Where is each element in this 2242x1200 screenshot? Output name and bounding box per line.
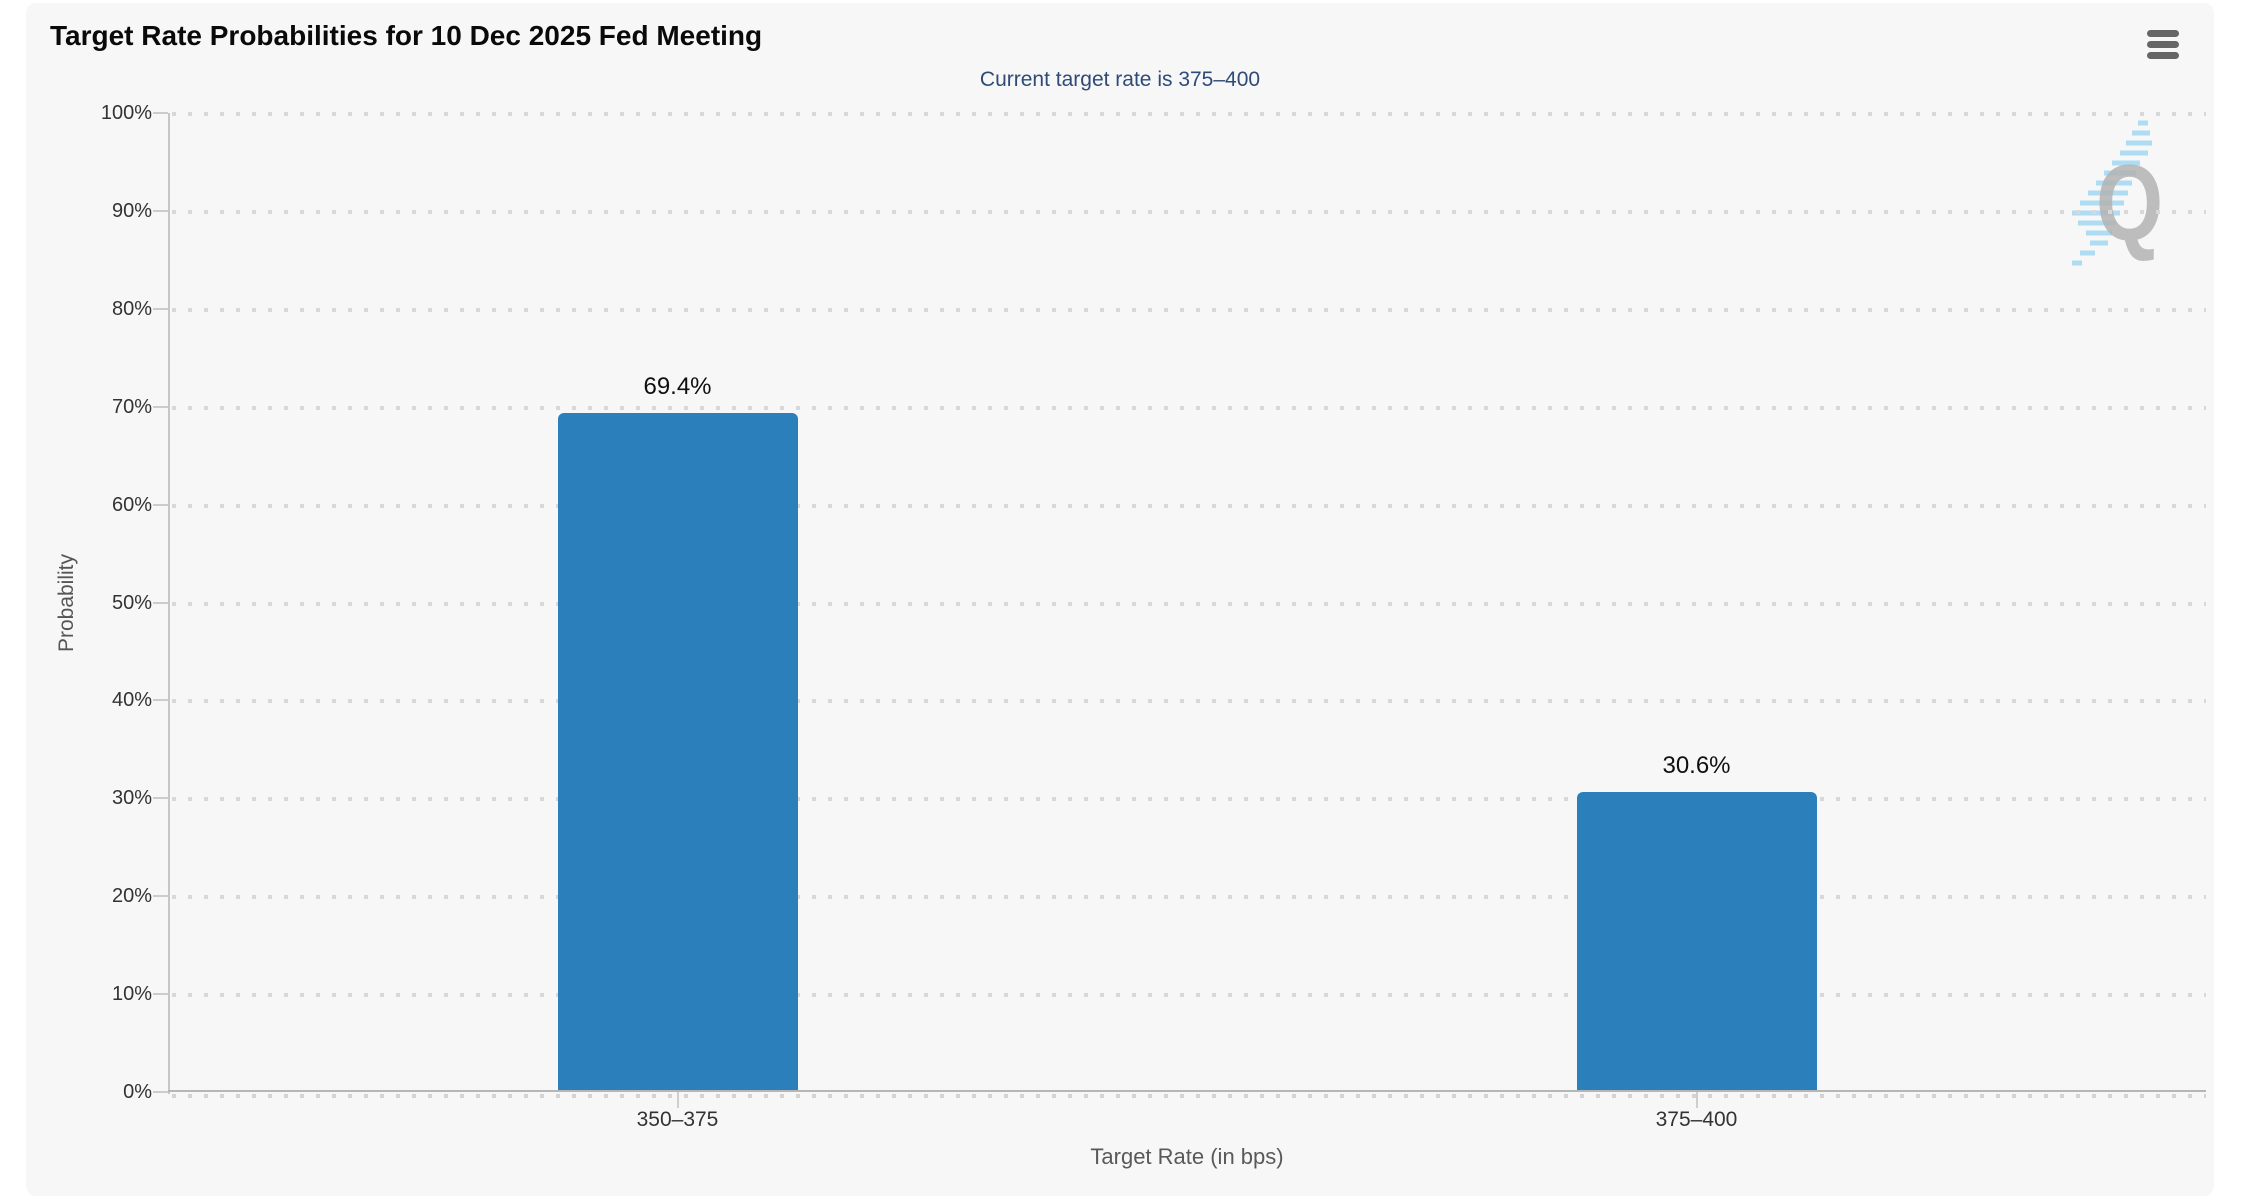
- gridline-10: [172, 993, 2206, 998]
- y-axis-tick-label: 0%: [123, 1081, 152, 1103]
- y-axis-tick: [153, 993, 168, 996]
- bar-350–375[interactable]: [557, 412, 798, 1092]
- bar-data-label: 30.6%: [1662, 752, 1731, 780]
- watermark-logo: Q: [2040, 111, 2210, 281]
- bar-375–400[interactable]: [1576, 792, 1817, 1092]
- y-axis-title: Probability: [55, 553, 78, 653]
- y-axis-tick-label: 60%: [111, 493, 152, 516]
- gridline-60: [172, 503, 2206, 508]
- y-axis-tick-label: 90%: [111, 199, 152, 222]
- watermark-q-letter: Q: [2096, 142, 2164, 263]
- y-axis-tick: [153, 112, 168, 114]
- y-axis-tick-label: 40%: [111, 689, 152, 712]
- y-axis-tick: [153, 601, 168, 604]
- x-axis-title: Target Rate (in bps): [1090, 1144, 1284, 1169]
- y-axis-tick: [153, 797, 168, 800]
- y-axis-tick: [153, 503, 168, 506]
- y-axis-tick: [153, 307, 168, 310]
- y-axis-tick: [153, 209, 168, 212]
- y-axis-tick-label: 20%: [111, 885, 152, 908]
- x-axis-line: [168, 1090, 2206, 1092]
- gridline-30: [172, 797, 2206, 802]
- y-axis-tick-label: 70%: [111, 395, 152, 418]
- plot-area: 69.4% 350–375 30.6% 375–400: [153, 112, 2206, 1131]
- x-axis-tick: [1695, 1092, 1698, 1108]
- chart-context-menu-button[interactable]: [2147, 25, 2183, 63]
- y-axis-tick-label: 80%: [111, 297, 152, 320]
- gridline-100: [172, 112, 2206, 116]
- y-axis-tick-label: 100%: [100, 102, 152, 124]
- bar-data-label: 69.4%: [643, 372, 712, 400]
- x-axis-category-label: 375–400: [1655, 1108, 1738, 1131]
- x-axis-category-label: 350–375: [636, 1108, 719, 1131]
- y-axis-tick: [153, 1091, 168, 1093]
- y-axis-tick-label: 50%: [111, 591, 152, 614]
- gridline-axis: [172, 1094, 2206, 1098]
- hamburger-icon: [2147, 29, 2183, 59]
- x-axis-tick: [676, 1092, 679, 1108]
- chart-panel: Target Rate Probabilities for 10 Dec 202…: [26, 3, 2214, 1196]
- y-axis-tick: [153, 405, 168, 408]
- gridline-50: [172, 601, 2206, 606]
- y-axis-tick-label: 30%: [111, 787, 152, 810]
- chart-title: Target Rate Probabilities for 10 Dec 202…: [50, 20, 763, 51]
- y-axis-tick-label: 10%: [111, 983, 152, 1006]
- gridline-40: [172, 699, 2206, 704]
- gridline-20: [172, 895, 2206, 900]
- chart-subtitle: Current target rate is 375–400: [979, 68, 1261, 91]
- y-axis-labels: 0% 10% 20% 30% 40% 50% 60% 70% 80% 90% 100%: [26, 3, 152, 1200]
- gridline-70: [172, 405, 2206, 410]
- y-axis-tick: [153, 699, 168, 702]
- y-axis-line: [168, 113, 170, 1094]
- gridline-90: [172, 209, 2206, 214]
- y-axis-tick: [153, 895, 168, 898]
- gridline-80: [172, 307, 2206, 312]
